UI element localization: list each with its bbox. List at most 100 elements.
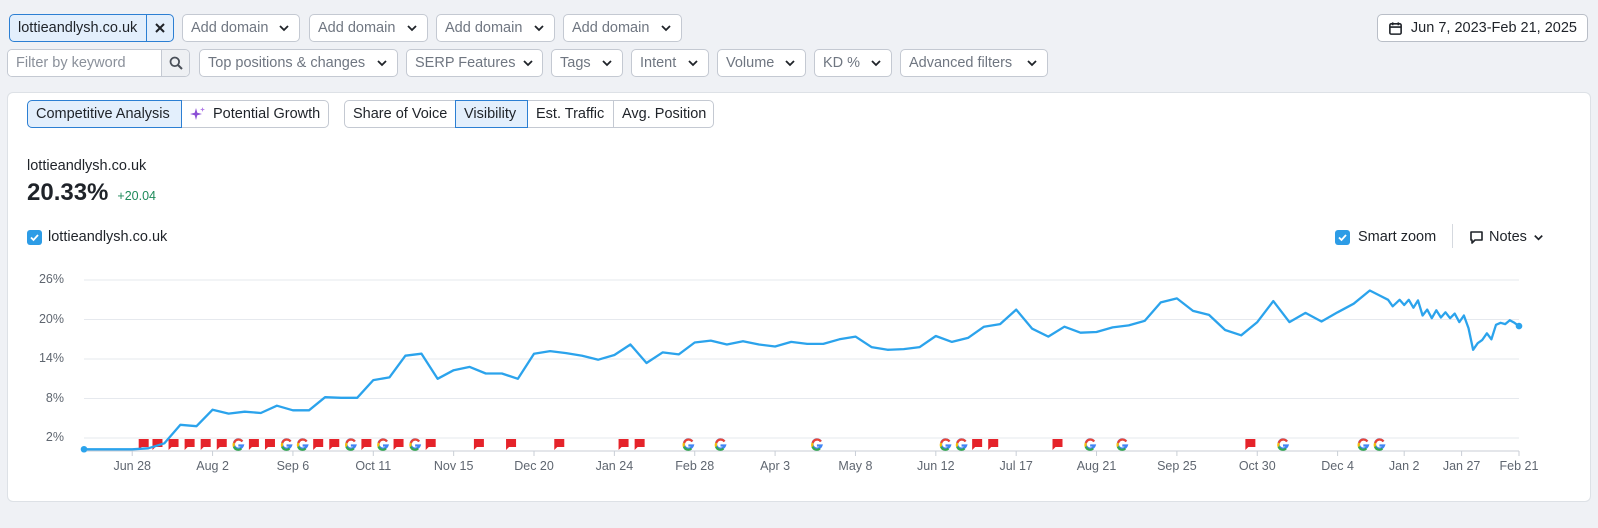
y-tick-label: 20% [38, 311, 64, 326]
google-update-icon[interactable] [1357, 438, 1370, 451]
note-flag-icon[interactable] [1052, 439, 1063, 450]
google-update-icon[interactable] [409, 438, 422, 451]
google-update-icon[interactable] [280, 438, 293, 451]
tab-avg-position[interactable]: Avg. Position [613, 100, 714, 128]
dropdown-label: SERP Features [415, 55, 516, 71]
note-flag-icon[interactable] [264, 439, 275, 450]
x-tick-label: Feb 21 [1499, 459, 1539, 473]
chevron-down-icon [602, 60, 612, 67]
x-tick-label: Jul 17 [999, 459, 1033, 473]
top-positions-dropdown[interactable]: Top positions & changes [199, 49, 398, 77]
note-flag-icon[interactable] [313, 439, 324, 450]
x-tick-label: Dec 20 [514, 459, 554, 473]
note-flag-icon[interactable] [1245, 439, 1256, 450]
note-flag-icon[interactable] [138, 439, 149, 450]
x-tick-label: Aug 21 [1076, 459, 1117, 473]
google-update-icon[interactable] [682, 438, 695, 451]
advanced-filters-dropdown[interactable]: Advanced filters [900, 49, 1048, 77]
x-tick-label: Feb 28 [675, 459, 715, 473]
chevron-down-icon [871, 60, 881, 67]
x-tick-label: Jan 2 [1388, 459, 1420, 473]
tab-est-traffic[interactable]: Est. Traffic [527, 100, 614, 128]
kd-dropdown[interactable]: KD % [814, 49, 892, 77]
summary-domain: lottieandlysh.co.uk [27, 158, 147, 174]
intent-dropdown[interactable]: Intent [631, 49, 709, 77]
note-flag-icon[interactable] [248, 439, 259, 450]
google-update-icon[interactable] [1116, 438, 1129, 451]
series-legend-label: lottieandlysh.co.uk [48, 229, 168, 245]
add-domain-label: Add domain [572, 20, 650, 36]
tab-visibility[interactable]: Visibility [455, 100, 528, 128]
google-update-icon[interactable] [811, 438, 823, 451]
chevron-down-icon [377, 60, 387, 67]
google-update-icon[interactable] [377, 438, 390, 451]
domain-chip[interactable]: lottieandlysh.co.uk [9, 14, 174, 42]
smart-zoom-toggle[interactable]: Smart zoom [1335, 229, 1436, 245]
series-legend-item[interactable]: lottieandlysh.co.uk [27, 229, 167, 245]
checkbox-checked-icon [27, 229, 42, 245]
add-domain-dropdown-2[interactable]: Add domain [309, 14, 428, 42]
metric-switcher: Share of Voice Visibility Est. Traffic A… [344, 100, 714, 128]
volume-dropdown[interactable]: Volume [717, 49, 806, 77]
x-tick-label: Sep 6 [276, 459, 310, 473]
chevron-down-icon [1027, 60, 1037, 67]
add-domain-dropdown-1[interactable]: Add domain [182, 14, 300, 42]
google-update-icon[interactable] [345, 438, 357, 451]
keyword-filter-input[interactable] [8, 50, 161, 76]
note-flag-icon[interactable] [361, 439, 372, 450]
google-update-icon[interactable] [955, 438, 968, 451]
note-flag-icon[interactable] [554, 439, 565, 450]
x-tick-label: Apr 3 [760, 459, 791, 473]
search-icon [169, 56, 183, 70]
notes-button[interactable]: Notes [1469, 229, 1545, 245]
tags-dropdown[interactable]: Tags [551, 49, 623, 77]
keyword-search-button[interactable] [161, 50, 189, 76]
google-update-icon[interactable] [939, 438, 952, 451]
note-flag-icon[interactable] [988, 439, 999, 450]
chevron-down-icon [523, 60, 534, 67]
google-update-icon[interactable] [1373, 438, 1386, 451]
chevron-down-icon [279, 25, 289, 32]
tab-competitive-analysis[interactable]: Competitive Analysis [27, 100, 182, 128]
note-flag-icon[interactable] [506, 439, 517, 450]
note-flag-icon[interactable] [473, 439, 484, 450]
x-tick-label: Oct 30 [1238, 459, 1276, 473]
y-tick-label: 8% [45, 390, 64, 405]
note-flag-icon[interactable] [634, 439, 645, 450]
note-flag-icon[interactable] [618, 439, 629, 450]
google-update-icon[interactable] [1277, 438, 1290, 451]
note-flag-icon[interactable] [393, 439, 404, 450]
note-flag-icon[interactable] [184, 439, 195, 450]
y-tick-label: 2% [45, 430, 64, 444]
notes-label: Notes [1489, 229, 1527, 245]
google-update-icon[interactable] [232, 438, 245, 451]
tab-share-of-voice[interactable]: Share of Voice [344, 100, 456, 128]
add-domain-label: Add domain [191, 20, 269, 36]
chevron-down-icon [688, 60, 698, 67]
note-flag-icon[interactable] [425, 439, 436, 450]
dropdown-label: Top positions & changes [208, 55, 366, 71]
google-update-icon[interactable] [1084, 438, 1097, 451]
series-start-point [80, 445, 88, 453]
serp-features-dropdown[interactable]: SERP Features [406, 49, 543, 77]
add-domain-dropdown-4[interactable]: Add domain [563, 14, 682, 42]
note-flag-icon[interactable] [168, 439, 179, 450]
add-domain-dropdown-3[interactable]: Add domain [436, 14, 555, 42]
date-range-picker[interactable]: Jun 7, 2023-Feb 21, 2025 [1376, 14, 1588, 42]
note-flag-icon[interactable] [216, 439, 227, 450]
visibility-chart[interactable]: 26% 20% 14% 8% 2% Jun 28 Aug 2 Sep 6 Oct 11 Nov … [8, 263, 1590, 493]
tab-potential-growth[interactable]: Potential Growth [181, 100, 329, 128]
summary-value: 20.33% [27, 179, 109, 206]
google-update-icon[interactable] [714, 438, 727, 451]
summary-metric: 20.33% +20.04 [27, 179, 156, 207]
smart-zoom-label: Smart zoom [1358, 229, 1437, 245]
y-tick-label: 26% [38, 272, 64, 286]
series-endpoints [80, 322, 1523, 453]
note-flag-icon[interactable] [972, 439, 983, 450]
google-update-icon[interactable] [296, 438, 309, 451]
note-flag-icon[interactable] [329, 439, 340, 450]
domain-chip-label: lottieandlysh.co.uk [18, 20, 138, 36]
dropdown-label: Intent [640, 55, 677, 71]
remove-domain-button[interactable] [146, 15, 173, 41]
note-flag-icon[interactable] [200, 439, 211, 450]
